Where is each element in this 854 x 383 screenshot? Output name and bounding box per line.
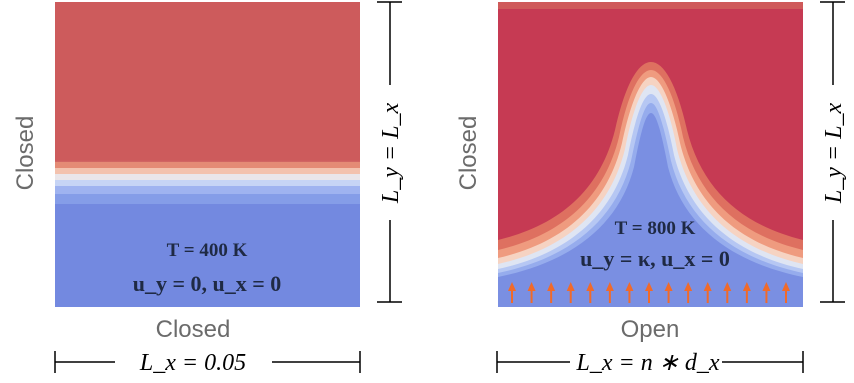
inflow-arrows xyxy=(508,282,790,303)
inflow-arrow xyxy=(547,282,556,303)
left-interface-band-1 xyxy=(55,162,360,168)
left-condition-velocity: u_y = 0, u_x = 0 xyxy=(133,271,282,296)
left-interface-band-6 xyxy=(55,194,360,204)
left-interface-band-4 xyxy=(55,180,360,186)
left-interface-band-3 xyxy=(55,174,360,180)
right-top-strip xyxy=(498,2,803,9)
inflow-arrow xyxy=(625,282,634,303)
left-height-label: L_y = L_x xyxy=(378,103,404,205)
inflow-arrow xyxy=(527,282,536,303)
left-panel-bottom-boundary-label: Closed xyxy=(156,316,231,343)
right-width-dimension xyxy=(496,351,804,373)
right-panel-left-boundary-label: Closed xyxy=(455,116,482,191)
inflow-arrow xyxy=(508,282,516,303)
inflow-arrow xyxy=(742,282,751,303)
inflow-arrow xyxy=(605,282,614,303)
inflow-arrow xyxy=(723,282,732,303)
left-width-dimension xyxy=(54,351,361,373)
right-condition-velocity: u_y = κ, u_x = 0 xyxy=(580,246,730,271)
right-condition-temperature: T = 800 K xyxy=(615,218,696,239)
inflow-arrow xyxy=(782,282,790,303)
right-height-dimension xyxy=(820,1,845,303)
inflow-arrow xyxy=(645,282,653,303)
right-panel: T = 800 K u_y = κ, u_x = 0 Closed Open L… xyxy=(455,1,847,376)
left-height-dimension xyxy=(377,1,402,303)
left-interface-band-5 xyxy=(55,186,360,194)
right-plume-core xyxy=(498,113,803,307)
left-panel: T = 400 K u_y = 0, u_x = 0 Closed Closed… xyxy=(12,1,404,376)
inflow-arrow xyxy=(703,282,712,303)
left-width-label: L_x = 0.05 xyxy=(139,350,246,376)
right-height-label: L_y = L_x xyxy=(821,103,847,205)
left-interface-band-2 xyxy=(55,168,360,174)
inflow-arrow xyxy=(762,282,771,303)
left-condition-temperature: T = 400 K xyxy=(167,240,248,261)
inflow-arrow xyxy=(684,282,693,303)
right-width-label: L_x = n ∗ d_x xyxy=(576,350,720,376)
left-panel-left-boundary-label: Closed xyxy=(12,116,39,191)
left-hot-region xyxy=(55,2,360,162)
inflow-arrow xyxy=(566,282,575,303)
inflow-arrow xyxy=(664,282,673,303)
left-cold-region xyxy=(55,204,360,307)
inflow-arrow xyxy=(586,282,595,303)
right-panel-bottom-boundary-label: Open xyxy=(621,316,680,343)
